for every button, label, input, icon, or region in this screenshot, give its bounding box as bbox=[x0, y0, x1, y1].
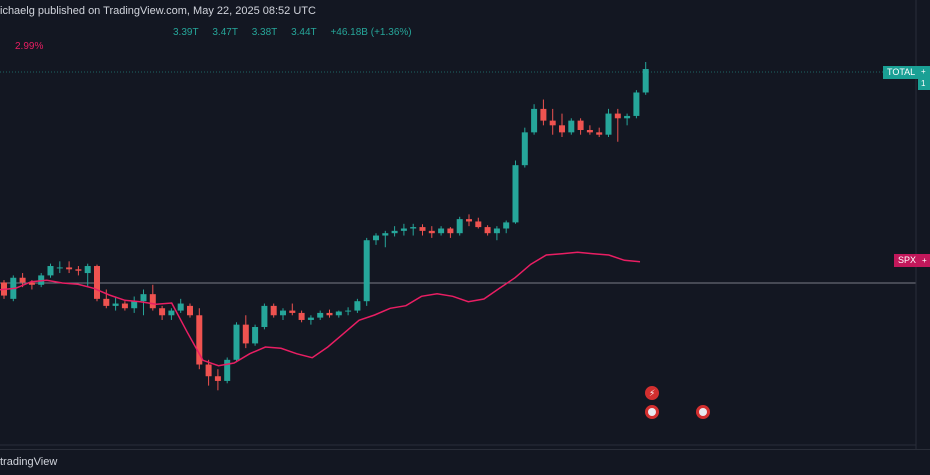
candle-body bbox=[280, 310, 286, 316]
spx-line bbox=[0, 251, 641, 367]
candle-body bbox=[624, 115, 631, 119]
candle-body bbox=[521, 132, 528, 166]
candle-body bbox=[540, 108, 547, 121]
candle-body bbox=[345, 310, 352, 312]
candle-body bbox=[456, 219, 463, 234]
candle-body bbox=[354, 301, 361, 311]
candle-body bbox=[121, 303, 128, 309]
candle-body bbox=[233, 324, 240, 360]
candle-body bbox=[252, 326, 259, 344]
candle-body bbox=[428, 230, 435, 234]
candle-body bbox=[568, 120, 575, 133]
candle-body bbox=[187, 305, 193, 316]
candle-body bbox=[382, 233, 389, 236]
us-flag-icon bbox=[648, 408, 656, 416]
candle-body bbox=[549, 120, 556, 126]
candle-body bbox=[103, 298, 110, 306]
ohlc-high: 3.47T bbox=[212, 27, 238, 38]
candle-body bbox=[586, 130, 593, 133]
candle-body bbox=[391, 230, 398, 234]
candle-body bbox=[531, 108, 538, 133]
candle-body bbox=[242, 324, 249, 344]
candle-body bbox=[75, 269, 82, 271]
candle-body bbox=[112, 303, 119, 306]
candle-body bbox=[493, 228, 500, 234]
candle-body bbox=[307, 317, 314, 320]
candle-body bbox=[484, 227, 491, 234]
candle-body bbox=[447, 228, 454, 234]
total-price-value-line2: 1 bbox=[921, 79, 926, 88]
candle-body bbox=[633, 92, 640, 116]
spx-price-value: + bbox=[920, 254, 930, 267]
candle-body bbox=[261, 305, 268, 327]
candle-body bbox=[19, 277, 26, 283]
candle-body bbox=[196, 315, 203, 365]
candle-body bbox=[205, 364, 212, 377]
candle-body bbox=[47, 266, 54, 276]
candle-body bbox=[363, 240, 370, 302]
candle-body bbox=[466, 219, 472, 222]
candle-body bbox=[438, 228, 445, 234]
total-candles bbox=[1, 62, 649, 391]
publisher-header: ichaelg published on TradingView.com, Ma… bbox=[0, 5, 316, 17]
lightning-glyph-icon: ⚡ bbox=[649, 388, 656, 398]
candle-body bbox=[419, 227, 426, 231]
total-price-value-line1: + bbox=[921, 67, 926, 76]
spx-price-tag[interactable]: SPX bbox=[894, 254, 921, 267]
candle-body bbox=[475, 221, 482, 228]
candle-body bbox=[577, 120, 584, 131]
us-flag-event-icon[interactable] bbox=[696, 405, 710, 419]
total-price-tag[interactable]: TOTAL bbox=[883, 66, 920, 79]
candle-body bbox=[84, 266, 91, 274]
candle-body bbox=[289, 310, 296, 313]
candle-body bbox=[131, 301, 138, 309]
ohlc-legend: 3.39T 3.47T 3.38T 3.44T +46.18B (+1.36%) bbox=[173, 27, 423, 38]
candle-body bbox=[159, 308, 166, 316]
spx-change-percent: 2.99% bbox=[15, 41, 44, 52]
lightning-event-icon[interactable]: ⚡ bbox=[645, 386, 659, 400]
candle-body bbox=[410, 227, 417, 229]
us-flag-event-icon[interactable] bbox=[645, 405, 659, 419]
candle-body bbox=[140, 294, 147, 302]
candle-body bbox=[503, 222, 510, 229]
total-price-value: + 1 bbox=[918, 66, 930, 90]
candle-body bbox=[373, 235, 379, 241]
candle-body bbox=[512, 165, 519, 223]
candle-body bbox=[94, 266, 100, 299]
candle-body bbox=[298, 312, 305, 320]
candle-body bbox=[614, 113, 621, 119]
candle-body bbox=[149, 294, 156, 309]
ohlc-change: +46.18B (+1.36%) bbox=[330, 27, 412, 38]
candle-body bbox=[177, 303, 184, 311]
tradingview-brand[interactable]: tradingView bbox=[0, 456, 58, 468]
candle-body bbox=[66, 267, 73, 270]
candle-body bbox=[642, 69, 649, 93]
candle-body bbox=[168, 310, 175, 316]
footer-bar: tradingView bbox=[0, 449, 930, 475]
candle-body bbox=[224, 359, 231, 381]
ohlc-close: 3.44T bbox=[291, 27, 317, 38]
candle-body bbox=[559, 125, 565, 133]
candle-body bbox=[335, 311, 342, 316]
spx-price-value-text: + bbox=[922, 256, 927, 265]
candle-body bbox=[400, 228, 407, 231]
candle-body bbox=[270, 305, 277, 316]
candle-body bbox=[596, 132, 603, 135]
candle-body bbox=[317, 312, 324, 318]
candle-body bbox=[28, 282, 35, 285]
candle-body bbox=[56, 267, 63, 269]
ohlc-low: 3.38T bbox=[251, 27, 278, 38]
candle-body bbox=[605, 113, 612, 135]
candle-body bbox=[214, 376, 221, 381]
us-flag-icon bbox=[699, 408, 707, 416]
price-chart[interactable] bbox=[0, 0, 930, 449]
candle-body bbox=[326, 312, 333, 316]
ohlc-open: 3.39T bbox=[173, 27, 199, 38]
